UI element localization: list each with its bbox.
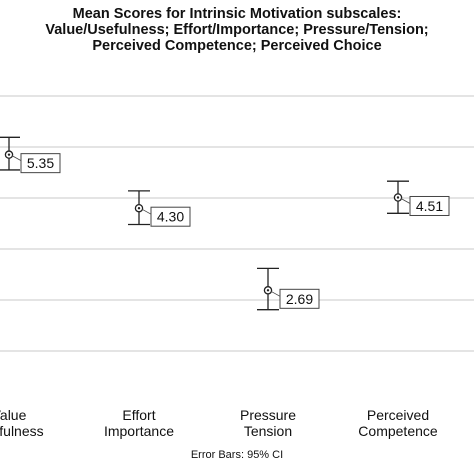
mean-dot-0 xyxy=(7,153,11,156)
label-leader-2 xyxy=(270,290,281,297)
label-leader-3 xyxy=(400,198,411,204)
mean-label-1: 4.30 xyxy=(157,209,184,225)
chart-title-line-2: Value/Usefulness; Effort/Importance; Pre… xyxy=(45,22,429,38)
x-tick-label-3-1: Competence xyxy=(358,423,438,439)
mean-label-box-0 xyxy=(20,153,61,174)
x-tick-label-2-1: Tension xyxy=(244,423,292,439)
x-tick-label-2-0: Pressure xyxy=(240,407,296,423)
mean-label-box-3 xyxy=(409,195,450,216)
mean-label-box-1 xyxy=(150,206,191,227)
label-leader-1 xyxy=(141,208,152,215)
x-tick-label-0-1: Usefulness xyxy=(0,423,44,439)
mean-dot-2 xyxy=(266,289,270,292)
mean-label-box-2 xyxy=(279,288,320,309)
mean-label-2: 2.69 xyxy=(286,291,313,307)
chart-title-line-3: Perceived Competence; Perceived Choice xyxy=(92,38,382,54)
mean-label-3: 4.51 xyxy=(416,198,443,214)
chart-title-line-1: Mean Scores for Intrinsic Motivation sub… xyxy=(72,6,402,22)
error-bars: 5.35 4.30 2.69 4.51 xyxy=(0,136,450,311)
mean-dot-1 xyxy=(137,207,141,210)
x-tick-label-3-0: Perceived xyxy=(367,407,429,423)
gridlines xyxy=(0,95,474,352)
mean-dot-3 xyxy=(396,196,400,199)
x-tick-label-1-1: Importance xyxy=(104,423,174,439)
x-tick-label-1-0: Effort xyxy=(122,407,155,423)
label-leader-0 xyxy=(11,155,22,161)
chart-title: Mean Scores for Intrinsic Motivation sub… xyxy=(0,6,474,54)
error-bars-footnote: Error Bars: 95% CI xyxy=(190,449,284,461)
mean-label-0: 5.35 xyxy=(27,155,54,171)
x-tick-label-0-0: Value xyxy=(0,407,27,423)
